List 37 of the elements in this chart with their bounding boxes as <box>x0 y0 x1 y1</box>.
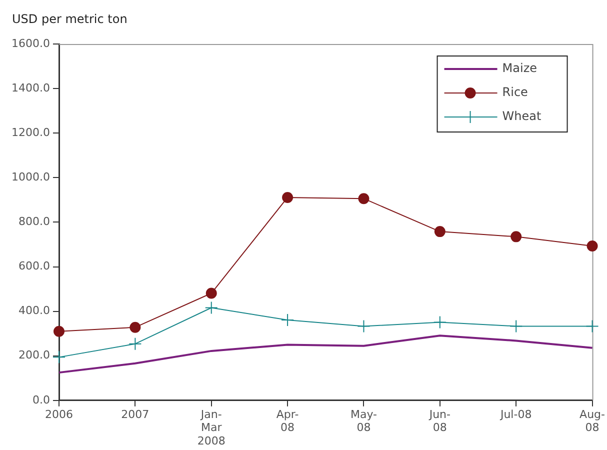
y-tick-label: 0.0 <box>32 393 50 406</box>
point <box>282 192 294 203</box>
legend-label: Rice <box>502 85 528 100</box>
point <box>358 193 370 204</box>
point <box>130 322 141 333</box>
point <box>510 320 523 333</box>
legend-label: Wheat <box>502 109 542 124</box>
y-axis-title: USD per metric ton <box>12 12 128 26</box>
y-tick-label: 1000.0 <box>12 170 50 184</box>
x-tick-label: Jul-08 <box>499 408 532 421</box>
point <box>281 313 294 326</box>
y-tick-label: 200.0 <box>18 348 50 362</box>
point <box>206 288 217 299</box>
point <box>586 320 599 333</box>
y-tick-label: 600.0 <box>18 260 50 273</box>
y-tick-label: 400.0 <box>18 304 50 318</box>
point <box>357 320 370 333</box>
point <box>52 350 66 364</box>
point <box>204 301 218 314</box>
x-tick-label: 2007 <box>121 408 150 421</box>
y-tick-label: 1400.0 <box>12 81 50 94</box>
y-tick-label: 1600.0 <box>12 36 50 50</box>
point <box>128 337 142 350</box>
point <box>510 231 522 242</box>
x-tick-label: May- 08 <box>350 408 378 434</box>
x-tick-label: Jan- Mar 2008 <box>197 408 226 448</box>
x-tick-label: Aug- 08 <box>580 408 606 434</box>
point <box>434 226 446 238</box>
y-tick-label: 800.0 <box>18 215 50 228</box>
point <box>586 240 598 252</box>
point <box>433 316 446 329</box>
x-tick-label: Jun- 08 <box>428 408 451 434</box>
legend-label: Maize <box>502 61 538 76</box>
point <box>54 326 64 337</box>
x-tick-label: 2006 <box>45 408 73 421</box>
x-tick-label: Apr- 08 <box>276 408 299 434</box>
y-tick-label: 1200.0 <box>12 126 50 139</box>
